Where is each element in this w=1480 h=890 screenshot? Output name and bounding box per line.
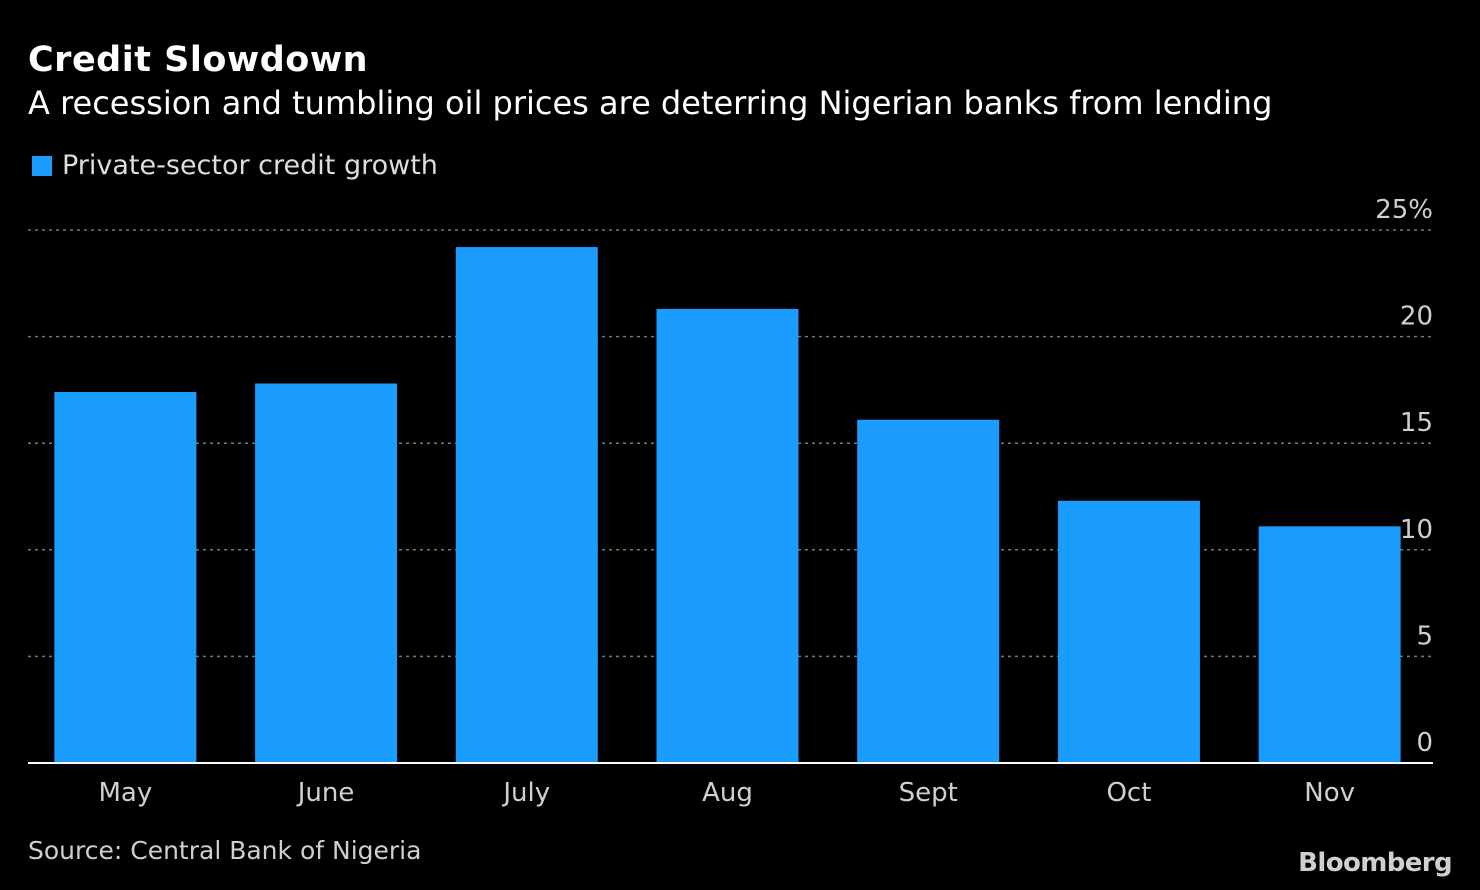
x-tick-label-oct: Oct [1106,778,1151,808]
bar-nov [1258,526,1401,763]
bars [54,247,1401,763]
source-note: Source: Central Bank of Nigeria [28,836,422,865]
bar-june [255,383,398,763]
legend-swatch [32,155,52,176]
chart-title: Credit Slowdown [28,40,369,80]
x-tick-label-may: May [98,778,152,808]
axis-labels: 0 5 10 15 20 25% May June July Aug Sept Oct Nov [98,195,1433,808]
bloomberg-logo: Bloomberg [1298,848,1452,878]
y-tick-label-15: 15 [1400,408,1433,438]
bar-may [54,392,197,763]
x-tick-label-sept: Sept [899,778,958,808]
legend-label: Private-sector credit growth [62,150,438,181]
y-tick-label-20: 20 [1400,302,1433,332]
bar-aug [656,308,799,763]
x-tick-label-june: June [296,778,355,808]
y-tick-label-25: 25% [1375,195,1433,225]
x-tick-label-july: July [501,778,550,808]
y-tick-label-5: 5 [1416,621,1433,651]
legend: Private-sector credit growth [32,150,438,181]
chart-subtitle: A recession and tumbling oil prices are … [28,84,1273,122]
bar-sept [857,419,1000,763]
bar-oct [1057,500,1200,763]
y-tick-label-0: 0 [1416,728,1433,758]
bar-july [455,247,598,763]
x-tick-label-nov: Nov [1304,778,1355,808]
x-tick-label-aug: Aug [702,778,753,808]
y-tick-label-10: 10 [1400,515,1433,545]
